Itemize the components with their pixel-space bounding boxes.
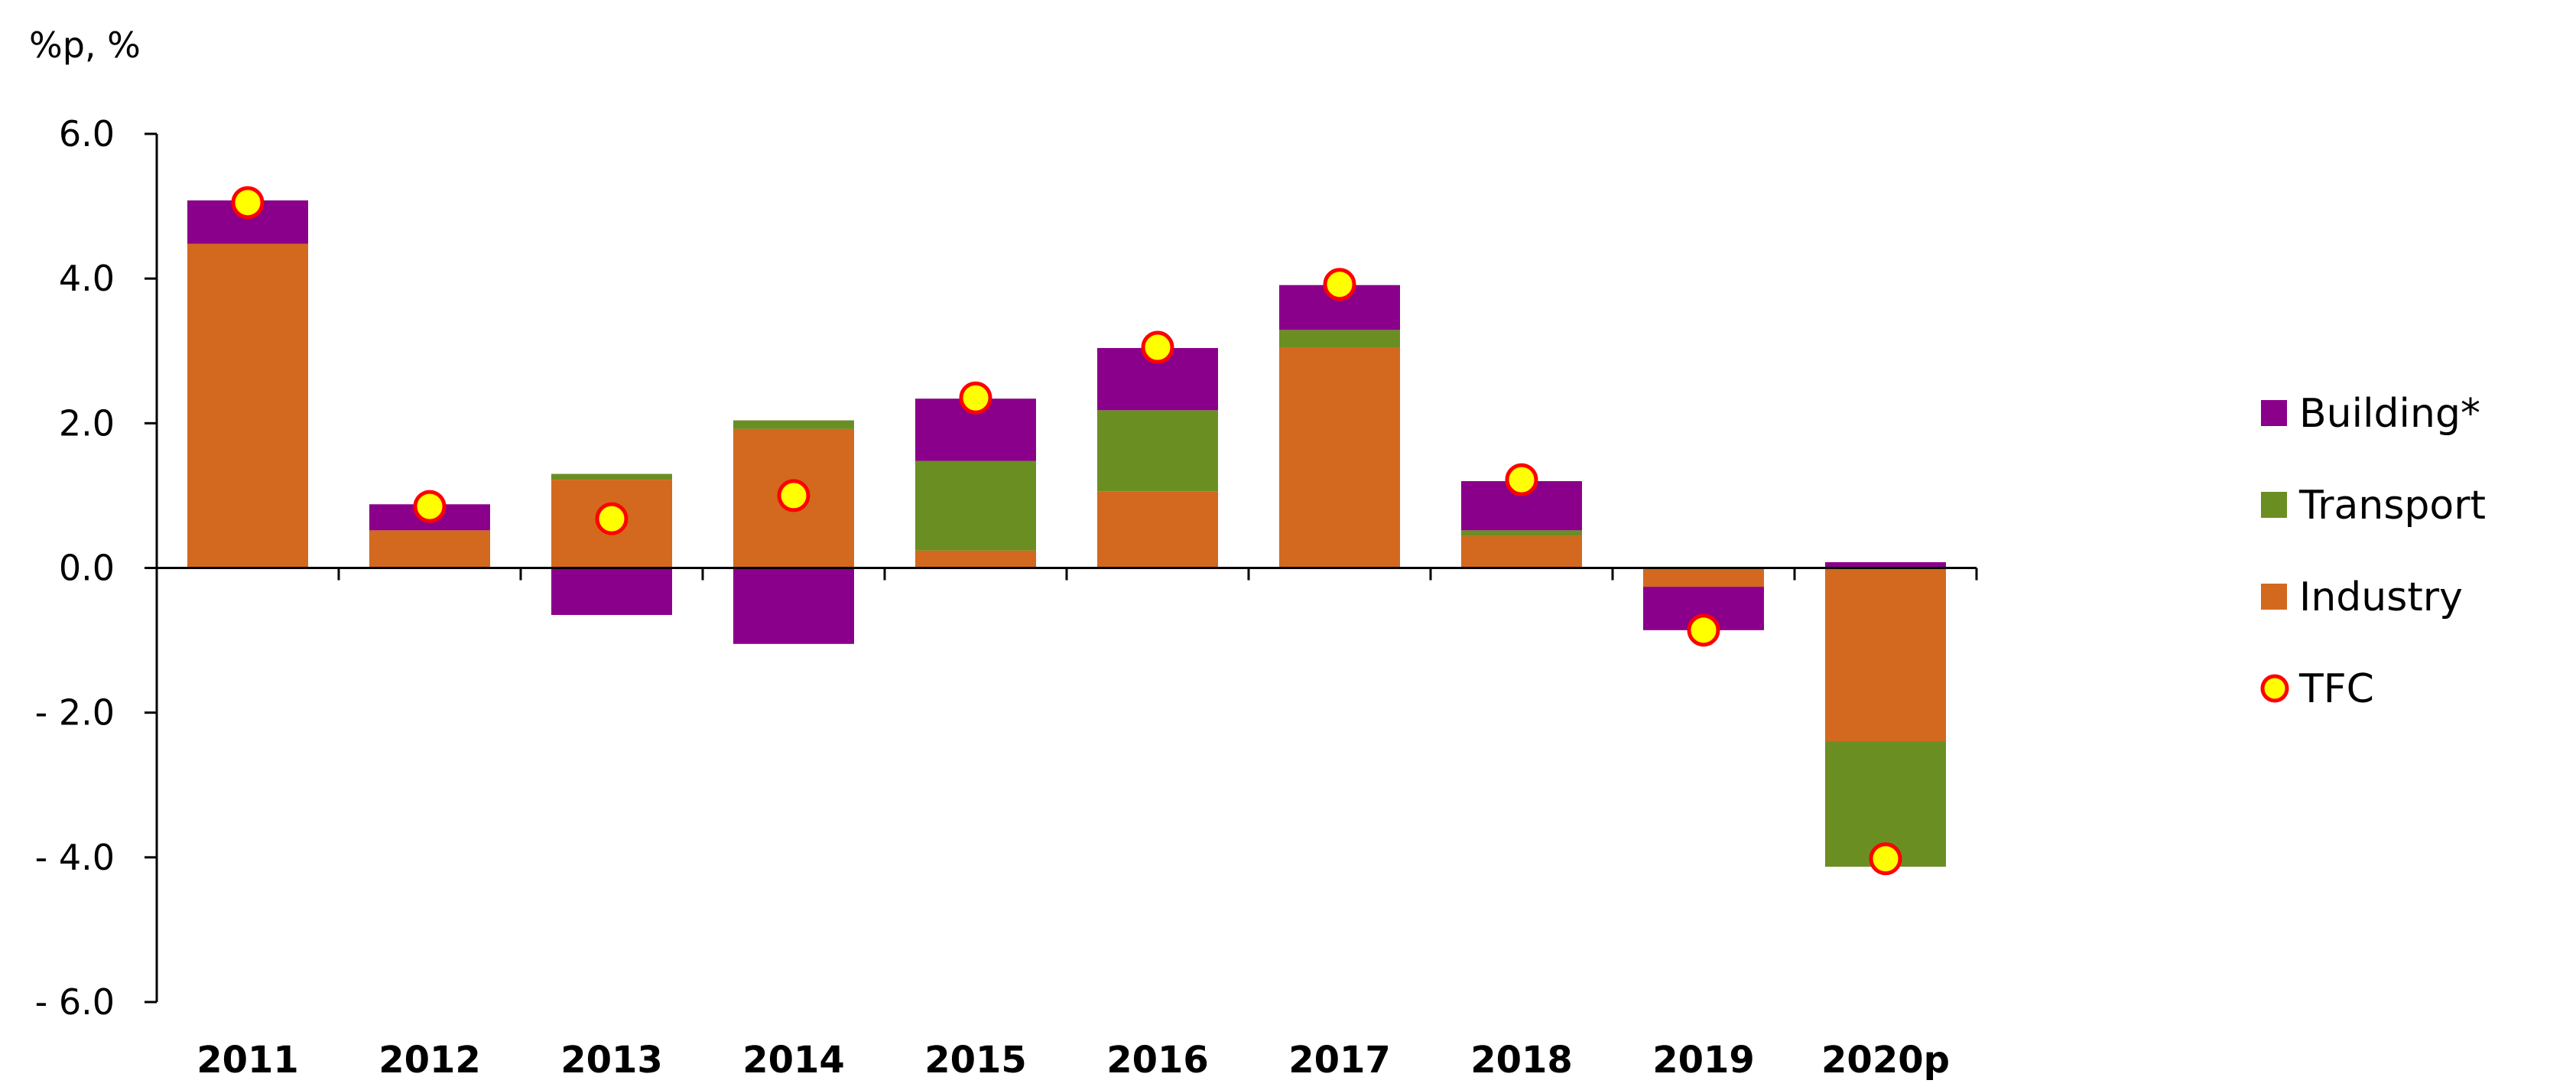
y-tick-label: 6.0: [59, 113, 115, 155]
tfc-marker-2014: [777, 479, 810, 512]
bar-industry-2020p: [1825, 568, 1946, 742]
category-label: 2018: [1470, 1039, 1573, 1082]
bar-industry-2018: [1461, 535, 1582, 568]
tfc-marker-2018: [1505, 463, 1538, 496]
category-label: 2014: [742, 1039, 845, 1082]
bars: [187, 200, 1946, 867]
bar-industry-2012: [369, 530, 490, 568]
bar-industry-2011: [187, 243, 308, 568]
category-label: 2019: [1652, 1039, 1755, 1082]
bar-transport-2018: [1461, 530, 1582, 536]
bar-building-2013: [551, 568, 672, 615]
bar-industry-2017: [1279, 347, 1400, 568]
tfc-markers: [231, 186, 1902, 876]
legend-swatch-transport: [2261, 492, 2287, 518]
bar-transport-2015: [915, 460, 1036, 551]
legend: Building* Transport Industry TFC: [2260, 391, 2486, 712]
category-label: 2011: [197, 1039, 299, 1082]
y-tick-label: - 6.0: [35, 981, 115, 1023]
tfc-marker-2016: [1141, 330, 1174, 364]
bar-industry-2015: [915, 550, 1036, 568]
bar-transport-2017: [1279, 330, 1400, 348]
tfc-marker-2017: [1323, 268, 1356, 301]
y-tick-label: - 4.0: [35, 837, 115, 878]
legend-swatch-building: [2261, 400, 2287, 426]
category-label: 2017: [1288, 1039, 1391, 1082]
legend-swatch-industry: [2261, 584, 2287, 610]
tfc-marker-2012: [413, 490, 447, 523]
y-tick-label: 2.0: [59, 402, 115, 444]
category-label: 2012: [378, 1039, 481, 1082]
x-axis: 2011 2012 2013 2014 2015 2016 2017 2018 2019 2020…: [157, 567, 1978, 1082]
tfc-marker-2020p: [1869, 842, 1902, 876]
tfc-marker-2011: [231, 186, 265, 220]
legend-label: Transport: [2298, 483, 2486, 529]
category-label: 2015: [924, 1039, 1027, 1082]
unit-label: %p, %: [29, 24, 141, 66]
bar-building-2014: [733, 568, 854, 644]
y-tick-label: - 2.0: [35, 692, 115, 734]
legend-label: Industry: [2299, 574, 2463, 620]
y-tick-label: 4.0: [59, 258, 115, 299]
bar-industry-2016: [1097, 491, 1218, 568]
bar-building-2020p: [1825, 561, 1946, 568]
tfc-marker-2013: [595, 502, 629, 535]
category-label: 2013: [560, 1039, 663, 1082]
legend-label: TFC: [2298, 666, 2374, 712]
tfc-marker-2019: [1687, 613, 1720, 647]
category-label: 2020p: [1821, 1039, 1950, 1082]
bar-transport-2014: [733, 420, 854, 429]
y-axis: 6.0 4.0 2.0 0.0 - 2.0 - 4.0 - 6.0: [35, 113, 158, 1023]
bar-transport-2013: [551, 473, 672, 480]
legend-swatch-tfc: [2260, 674, 2289, 703]
legend-label: Building*: [2299, 391, 2480, 437]
y-tick-label: 0.0: [59, 548, 115, 589]
bar-transport-2016: [1097, 410, 1218, 492]
bar-industry-2019: [1643, 568, 1764, 587]
category-label: 2016: [1106, 1039, 1209, 1082]
tfc-marker-2015: [959, 381, 992, 415]
